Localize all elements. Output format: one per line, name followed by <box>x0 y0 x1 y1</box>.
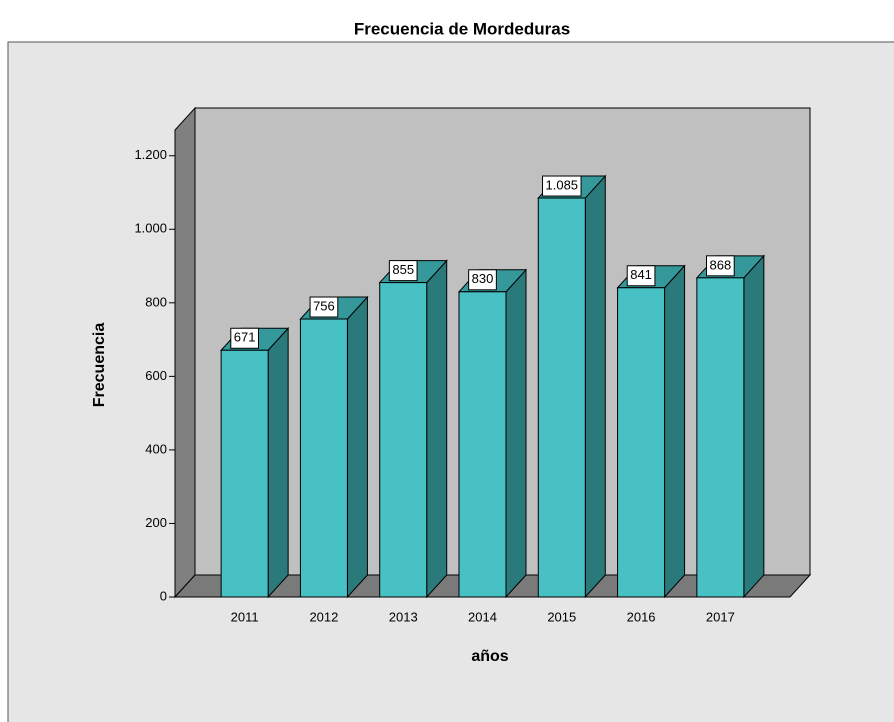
value-label: 1.085 <box>546 177 579 192</box>
value-label: 830 <box>472 271 494 286</box>
bar <box>220 326 290 599</box>
bar-side <box>267 326 289 599</box>
x-axis-title: años <box>471 648 508 665</box>
x-tick-label: 2017 <box>706 609 735 624</box>
bar-side <box>426 259 448 599</box>
x-tick-label: 2011 <box>231 609 259 624</box>
y-tick-label: 600 <box>145 368 167 383</box>
bar <box>457 268 528 599</box>
value-label: 855 <box>392 262 414 277</box>
bar-side <box>743 254 765 599</box>
bar-front <box>617 287 666 598</box>
bar <box>378 259 448 599</box>
value-label-box <box>230 327 259 349</box>
bar-side <box>346 295 368 599</box>
y-tick-label: 400 <box>145 441 167 456</box>
bar-front <box>696 277 745 598</box>
x-tick-label: 2015 <box>547 609 576 624</box>
value-label: 868 <box>710 257 732 272</box>
bar-side <box>664 264 686 599</box>
bar <box>616 264 686 599</box>
y-axis-title: Frecuencia <box>91 323 108 408</box>
y-tick-label: 1.000 <box>134 221 167 236</box>
bar-front <box>458 291 507 598</box>
bar <box>537 174 607 599</box>
bar-front <box>379 282 428 598</box>
x-tick-label: 2013 <box>389 609 418 624</box>
bar-front <box>220 349 269 598</box>
left-wall <box>174 106 196 599</box>
y-tick-label: 0 <box>160 588 167 603</box>
x-tick-label: 2016 <box>627 609 656 624</box>
value-label: 841 <box>630 267 652 282</box>
value-label-box <box>388 260 418 282</box>
y-tick-label: 1.200 <box>134 147 167 162</box>
value-label-box <box>468 269 497 291</box>
bar-front <box>299 318 348 598</box>
y-tick-label: 800 <box>145 294 167 309</box>
y-tick-label: 200 <box>145 515 167 530</box>
bar-side <box>584 174 606 599</box>
value-label-box <box>309 296 339 318</box>
value-label-box <box>542 175 582 197</box>
bar <box>299 295 369 599</box>
value-label: 756 <box>313 298 335 313</box>
value-label: 671 <box>234 330 256 345</box>
value-label-box <box>706 255 735 277</box>
value-label-box <box>626 265 656 287</box>
bar <box>695 254 765 599</box>
x-tick-label: 2012 <box>309 609 338 624</box>
chart-title: Frecuencia de Mordeduras <box>354 19 570 38</box>
x-tick-label: 2014 <box>468 609 497 624</box>
bar-front <box>537 197 586 598</box>
bar-side <box>505 268 527 599</box>
